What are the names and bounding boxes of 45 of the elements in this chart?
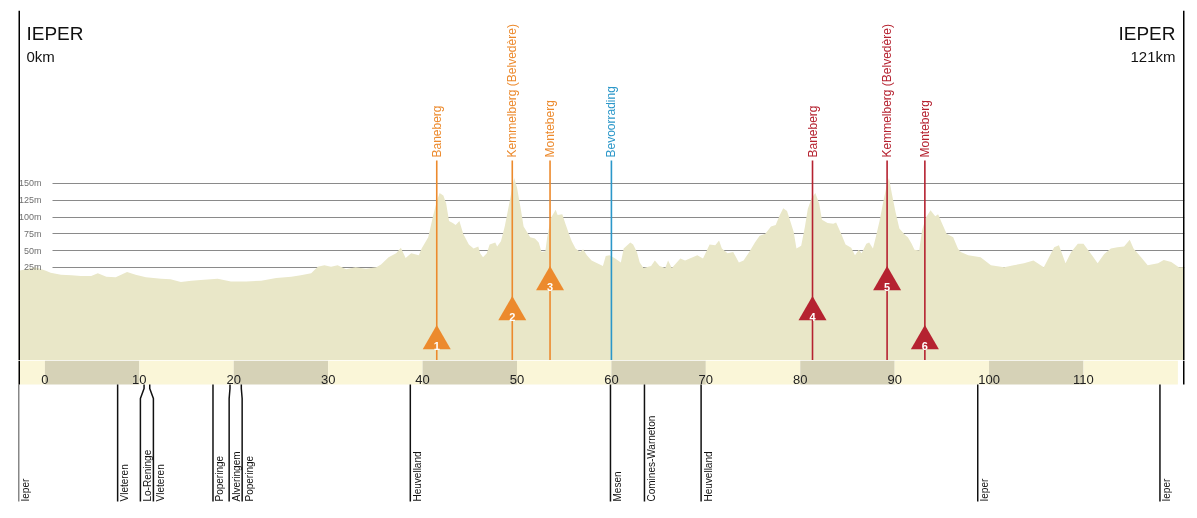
x-tick-label: 30: [320, 371, 336, 387]
ref-line-label: Baneberg: [429, 105, 444, 158]
y-tick-label: 100m: [18, 212, 42, 223]
x-tick-label: 80: [793, 371, 808, 387]
ref-line-label: Vleteren: [154, 464, 166, 502]
ref-line-label: Ieper: [20, 478, 31, 502]
ref-line-label: Ieper: [979, 478, 991, 502]
x-tick-label: 60: [604, 371, 619, 387]
x-tick-label: 50: [509, 371, 525, 387]
y-tick-label: 75m: [23, 228, 42, 239]
y-tick-label: 125m: [18, 195, 42, 206]
x-tick-label: 70: [698, 371, 714, 387]
x-tick-label: 110: [1073, 371, 1094, 387]
annotation: 121km: [1130, 47, 1176, 65]
ref-line-label: Poperinge: [243, 455, 255, 502]
y-tick-label: 50m: [23, 245, 42, 256]
x-tick-label: 40: [415, 371, 430, 387]
ref-line-label: Heuvelland: [411, 451, 423, 502]
annotation: 1: [433, 340, 440, 353]
annotation: 2: [509, 311, 516, 324]
x-tick-label: 100: [978, 371, 1000, 387]
ref-line-label: Ieper: [1161, 478, 1173, 502]
ref-line-label: Baneberg: [805, 105, 820, 158]
x-tick-label: 0: [41, 371, 49, 387]
annotation: 4: [809, 311, 817, 324]
x-tick-label: 20: [226, 371, 241, 387]
ref-line-label: Bevoorrading: [604, 86, 619, 158]
ref-line-label: Monteberg: [543, 100, 558, 158]
x-tick-label: 90: [887, 371, 902, 387]
ref-line-label: Vleteren: [119, 464, 131, 502]
ref-line-label: Kemmelberg (Belvedère): [880, 24, 895, 158]
y-tick-label: 25m: [23, 262, 42, 273]
ref-line-label: Comines-Warneton: [645, 415, 657, 502]
ref-line-label: Alveringem: [230, 451, 242, 502]
ref-line-label: Heuvelland: [702, 451, 714, 502]
ref-line-label: Lo-Reninge: [141, 449, 153, 502]
ref-line-label: Mesen: [611, 471, 623, 502]
y-tick-label: 150m: [18, 178, 42, 189]
x-tick-label: 10: [132, 371, 147, 387]
annotation: 0km: [26, 47, 55, 65]
ref-line-label: Poperinge: [214, 455, 226, 502]
annotation: IEPER: [1118, 22, 1176, 44]
ref-line-label: Monteberg: [917, 100, 932, 158]
ref-line-label: Kemmelberg (Belvedère): [505, 24, 520, 158]
annotation: IEPER: [26, 22, 84, 44]
